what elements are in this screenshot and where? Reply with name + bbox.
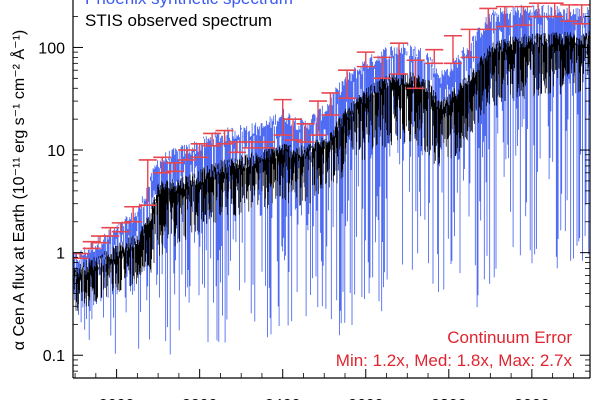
series-stis-observed: [73, 31, 590, 312]
error-bar-20: [321, 92, 340, 116]
error-bar-7: [153, 156, 172, 174]
y-tick-label: 100: [38, 40, 65, 57]
error-bar-15: [257, 141, 276, 149]
y-tick-label: 0.1: [43, 348, 65, 365]
error-bar-35: [572, 4, 590, 25]
error-bar-26: [425, 48, 444, 65]
error-bar-33: [545, 2, 564, 18]
error-bar-4: [111, 222, 130, 233]
error-bar-9: [178, 149, 197, 161]
error-bar-29: [479, 7, 498, 31]
y-tick-label: 1: [56, 246, 65, 263]
x-tick-label: 3000: [514, 397, 550, 400]
error-bar-21: [338, 69, 357, 100]
error-bar-32: [529, 2, 548, 18]
error-bar-27: [443, 34, 462, 65]
error-bar-3: [101, 226, 120, 237]
error-bar-25: [406, 59, 425, 90]
x-tick-label: 2800: [431, 397, 467, 400]
error-bar-0: [73, 252, 90, 260]
error-bar-23: [373, 56, 392, 80]
error-bar-22: [356, 51, 375, 68]
series-line-stis: [73, 31, 590, 312]
error-bar-10: [190, 143, 209, 159]
error-bar-19: [309, 100, 328, 136]
error-bar-24: [389, 42, 408, 75]
error-bar-28: [460, 28, 479, 59]
error-bar-17: [284, 118, 303, 141]
error-bar-8: [165, 162, 184, 173]
error-bar-30: [495, 5, 514, 28]
error-bar-5: [124, 205, 143, 223]
x-tick-label: 2200: [182, 397, 218, 400]
x-tick-label: 2400: [265, 397, 301, 400]
error-bar-18: [296, 123, 315, 143]
legend-entry-phoenix: Phoenix synthetic spectrum: [85, 0, 293, 8]
legend-entry-stis: STIS observed spectrum: [85, 11, 272, 30]
x-axis-ticks: 2000 2200 2400 2600 2800 3000: [74, 369, 574, 400]
continuum-error-bars: [73, 2, 590, 260]
error-bar-12: [215, 129, 234, 145]
annotation-title: Continuum Error: [447, 328, 572, 347]
error-bar-16: [273, 98, 292, 136]
y-axis-ticks: 0.1 1 10 100: [38, 16, 590, 379]
x-tick-label: 2600: [348, 397, 384, 400]
y-axis-label: α Cen A flux at Earth (10⁻¹¹ erg s⁻¹ cm⁻…: [9, 30, 28, 350]
error-bar-31: [514, 5, 533, 26]
y-tick-label: 10: [47, 143, 65, 160]
annotation-stats: Min: 1.2x, Med: 1.8x, Max: 2.7x: [336, 351, 573, 370]
x-tick-label: 2000: [99, 397, 135, 400]
error-bar-11: [203, 132, 222, 147]
error-bar-6: [138, 159, 157, 206]
plot-area: [73, 2, 590, 355]
